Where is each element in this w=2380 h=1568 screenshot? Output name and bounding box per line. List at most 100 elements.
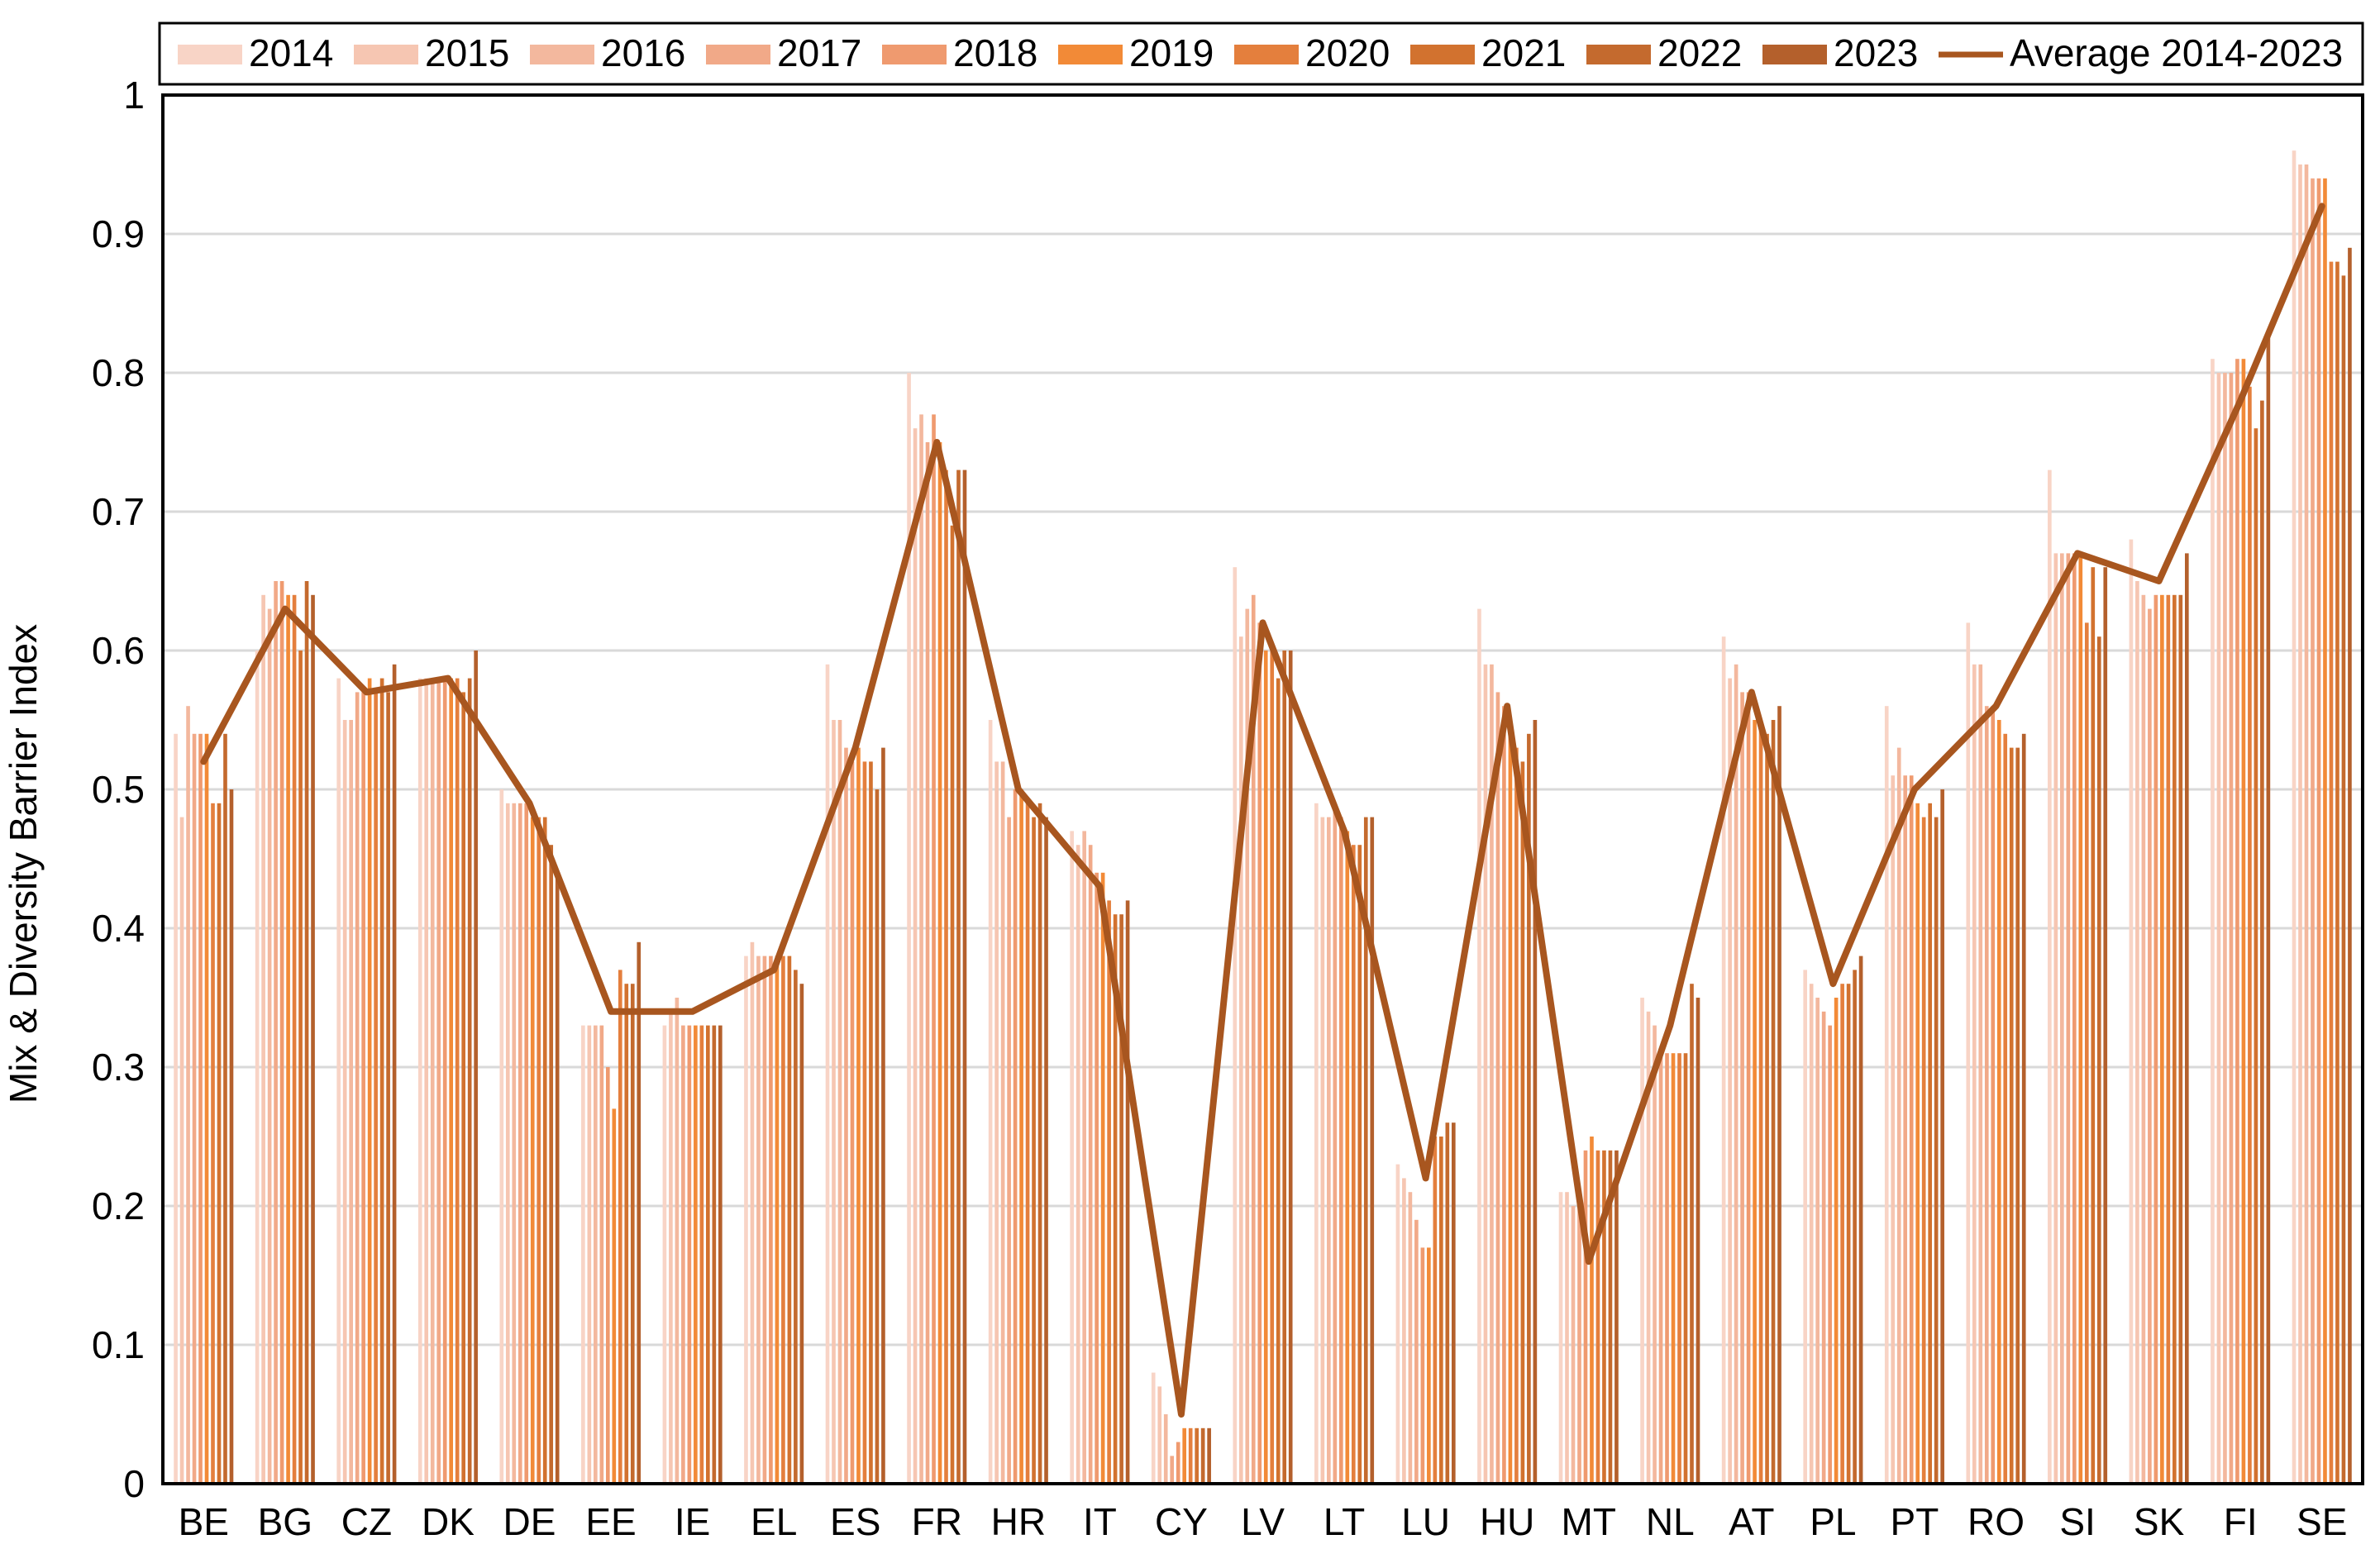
bar-IE-2018 [687,1025,692,1484]
y-tick-label: 0.7 [92,490,145,533]
x-tick-label: IE [675,1500,710,1543]
bar-SI-2016 [2060,553,2064,1484]
bar-BG-2016 [267,608,272,1484]
bar-LT-2015 [1320,817,1325,1484]
bar-PL-2016 [1815,998,1820,1484]
average-line [200,203,2325,1418]
bar-BE-2022 [223,733,227,1484]
bar-ES-2021 [869,761,873,1484]
x-tick-label: ES [830,1500,880,1543]
bar-AT-2021 [1765,733,1769,1484]
bar-RO-2022 [2015,747,2020,1484]
bar-LV-2017 [1251,594,1256,1484]
bar-IE-2023 [718,1025,723,1484]
bar-LU-2017 [1414,1219,1419,1484]
bar-FR-2016 [919,414,923,1484]
bar-EL-2014 [744,956,748,1484]
bar-SK-2015 [2135,581,2139,1484]
plot-frame [161,93,2364,1485]
bar-PL-2021 [1846,984,1851,1484]
bar-SK-2018 [2153,594,2158,1484]
bar-EE-2014 [581,1025,585,1484]
bar-IE-2016 [675,998,680,1484]
bar-MT-2021 [1602,1150,1606,1484]
bar-HU-2020 [1514,747,1519,1484]
bar-EE-2015 [587,1025,592,1484]
bar-NL-2019 [1671,1053,1676,1484]
legend-swatch-2014 [178,45,242,64]
bar-HR-2022 [1037,803,1042,1484]
bar-NL-2018 [1665,1053,1669,1484]
bar-HU-2017 [1495,692,1500,1484]
bar-DK-2021 [461,692,465,1484]
bar-PT-2014 [1884,706,1889,1484]
bar-EL-2020 [781,956,785,1484]
bar-IT-2017 [1088,845,1093,1484]
bar-FR-2018 [932,414,936,1484]
bar-BG-2019 [286,594,290,1484]
legend-swatch-2019 [1058,45,1123,64]
bar-BG-2020 [292,594,297,1484]
bar-RO-2017 [1984,706,1989,1484]
y-tick-label: 0.4 [92,907,145,950]
legend-label-2018: 2018 [953,31,1037,74]
x-tick-label: DK [422,1500,475,1543]
bar-FI-2014 [2211,359,2215,1485]
bar-AT-2018 [1746,692,1751,1484]
bar-FI-2019 [2241,359,2246,1485]
bar-EE-2017 [599,1025,604,1484]
bar-NL-2023 [1696,998,1700,1484]
bar-BE-2014 [174,733,178,1484]
bar-SE-2018 [2316,178,2321,1484]
bar-CZ-2014 [336,678,341,1484]
bar-SI-2018 [2072,553,2077,1484]
bar-FR-2019 [937,442,942,1484]
bar-BE-2023 [229,789,234,1484]
x-tick-label: LV [1241,1500,1285,1543]
legend-swatch-2017 [706,45,770,64]
bar-LT-2020 [1351,845,1356,1484]
bar-EL-2021 [787,956,792,1484]
x-tick-label: HR [991,1500,1046,1543]
legend-swatch-2023 [1762,45,1827,64]
bar-LT-2021 [1357,845,1362,1484]
bar-SK-2014 [2129,539,2134,1484]
bar-CZ-2016 [349,720,353,1484]
bar-LV-2015 [1238,636,1243,1485]
bar-IT-2023 [1125,900,1130,1484]
bar-AT-2014 [1721,636,1726,1485]
bar-EE-2020 [618,970,622,1484]
bar-CY-2019 [1182,1427,1187,1484]
bar-DK-2017 [436,678,441,1484]
bar-FI-2021 [2254,428,2258,1485]
bar-PT-2020 [1921,817,1926,1484]
bar-DE-2015 [505,803,510,1484]
y-tick-label: 1 [123,74,145,117]
bar-EL-2022 [794,970,798,1484]
bar-DK-2022 [467,678,472,1484]
bar-FI-2016 [2223,373,2227,1484]
bar-LU-2020 [1433,1137,1438,1484]
bar-LU-2023 [1451,1122,1456,1484]
bar-LV-2023 [1288,651,1293,1484]
bar-FI-2020 [2248,386,2252,1484]
bar-PT-2015 [1891,775,1896,1484]
bar-SI-2015 [2053,553,2058,1484]
y-tick-label: 0.2 [92,1184,145,1227]
bar-PT-2017 [1903,775,1908,1484]
bar-IT-2021 [1113,914,1118,1484]
bar-HR-2015 [994,761,999,1484]
bar-PL-2014 [1803,970,1808,1484]
bar-SI-2019 [2078,553,2083,1484]
bar-HU-2016 [1490,664,1494,1484]
bar-CY-2022 [1200,1427,1205,1484]
bar-CY-2018 [1176,1442,1180,1484]
bar-FR-2021 [950,525,955,1484]
bar-HR-2014 [988,720,993,1484]
y-tick-label: 0.5 [92,768,145,811]
bar-NL-2014 [1640,998,1644,1484]
bar-DE-2019 [530,817,535,1484]
bar-IE-2022 [712,1025,717,1484]
bar-SE-2023 [2348,247,2352,1484]
bar-DE-2014 [499,789,504,1484]
